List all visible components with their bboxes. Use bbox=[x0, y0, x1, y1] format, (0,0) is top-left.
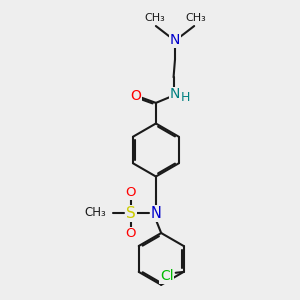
Text: CH₃: CH₃ bbox=[144, 13, 165, 22]
Text: CH₃: CH₃ bbox=[85, 206, 106, 219]
Text: N: N bbox=[151, 206, 161, 221]
Text: S: S bbox=[126, 206, 136, 221]
Text: Cl: Cl bbox=[160, 269, 174, 283]
Text: CH₃: CH₃ bbox=[185, 13, 206, 22]
Text: N: N bbox=[169, 87, 180, 101]
Text: H: H bbox=[181, 92, 190, 104]
Text: O: O bbox=[126, 186, 136, 199]
Text: N: N bbox=[170, 33, 180, 47]
Text: O: O bbox=[130, 89, 141, 103]
Text: O: O bbox=[126, 227, 136, 240]
